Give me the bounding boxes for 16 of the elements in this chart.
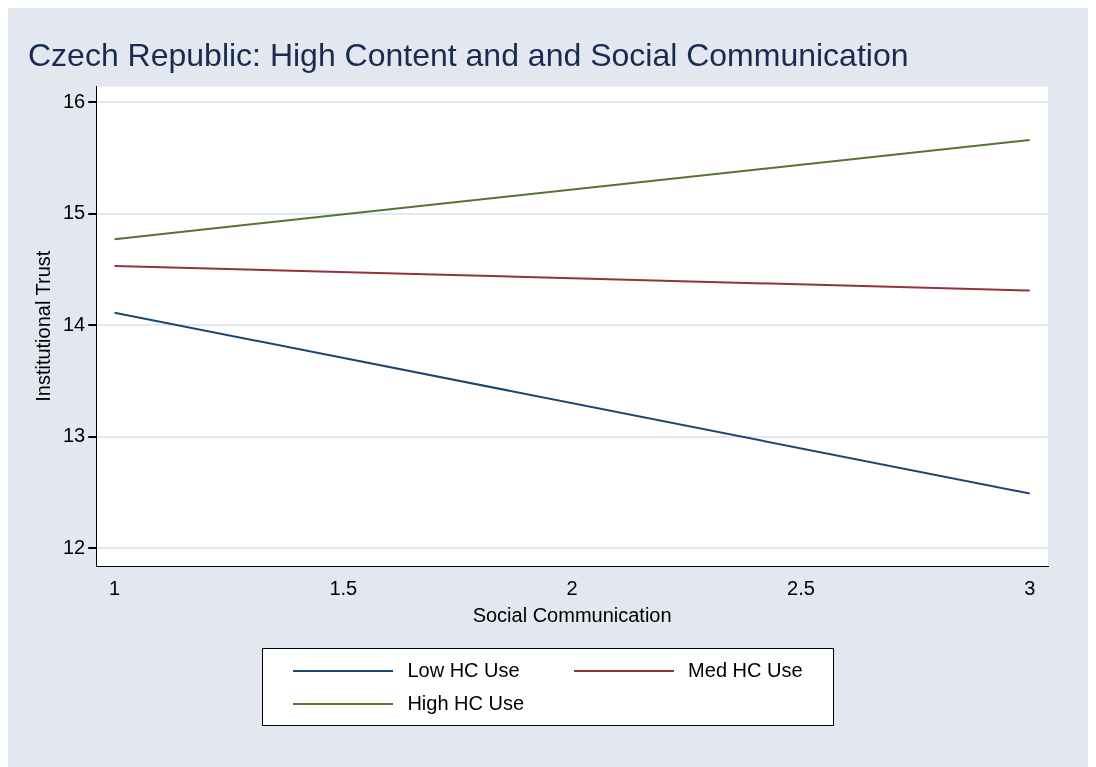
legend-label: High HC Use xyxy=(407,692,525,715)
y-tick-label: 15 xyxy=(63,201,86,224)
y-tick-label: 16 xyxy=(63,89,86,112)
legend-label: Low HC Use xyxy=(407,659,520,682)
legend-label: Med HC Use xyxy=(688,659,803,682)
y-tick-label: 12 xyxy=(63,535,86,558)
x-tick-label: 2.5 xyxy=(787,576,815,599)
y-tick-label: 13 xyxy=(63,424,86,447)
x-tick-label: 1 xyxy=(108,576,121,599)
y-tick-label: 14 xyxy=(63,312,86,335)
x-axis-title: Social Communication xyxy=(472,603,672,626)
x-tick-label: 1.5 xyxy=(329,576,358,599)
y-axis-title: Institutional Trust xyxy=(31,250,54,402)
x-tick-label: 2 xyxy=(566,576,578,599)
chart-title: Czech Republic: High Content and and Social Communication xyxy=(28,37,909,74)
x-tick-label: 3 xyxy=(1024,576,1036,599)
